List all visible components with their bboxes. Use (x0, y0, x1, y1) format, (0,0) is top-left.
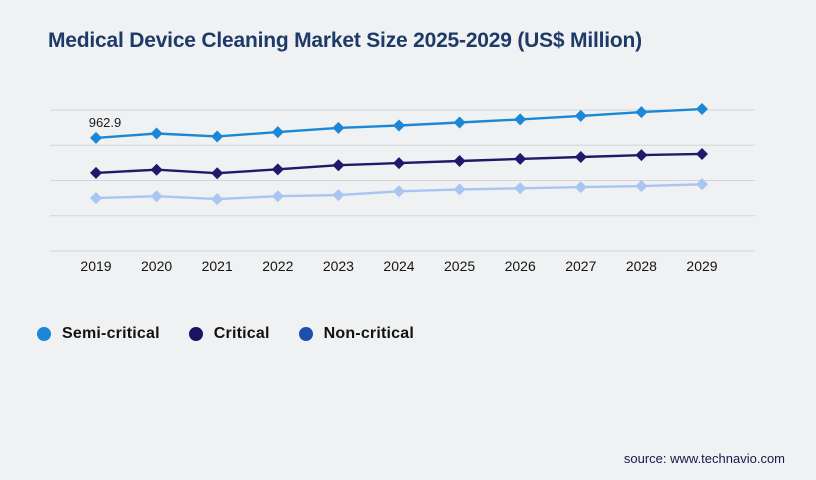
data-point-marker[interactable] (696, 103, 708, 116)
data-point-label: 962.9 (89, 115, 122, 130)
x-axis-label: 2022 (262, 258, 293, 274)
line-chart: 2019 2020 2021 2022 2023 2024 2025 2026 2027 2028… (50, 103, 755, 274)
data-point-marker[interactable] (332, 121, 345, 134)
data-point-marker[interactable] (696, 147, 708, 160)
data-point-marker[interactable] (393, 157, 405, 170)
legend-item-semi-critical[interactable]: Semi-critical (37, 325, 160, 343)
legend-label: Critical (213, 325, 270, 342)
data-point-marker[interactable] (635, 149, 648, 162)
data-point-marker[interactable] (271, 126, 284, 139)
data-point-marker[interactable] (453, 183, 466, 196)
data-point-marker[interactable] (90, 192, 102, 205)
x-axis-label: 2026 (505, 258, 536, 274)
data-point-marker[interactable] (514, 182, 527, 195)
data-point-marker[interactable] (271, 190, 284, 203)
data-point-marker[interactable] (90, 166, 102, 179)
x-axis-label: 2020 (141, 258, 172, 274)
data-point-marker[interactable] (574, 151, 587, 163)
data-point-marker[interactable] (150, 127, 163, 140)
legend-marker-icon (298, 327, 313, 341)
data-point-marker[interactable] (453, 154, 466, 167)
data-point-marker[interactable] (150, 190, 163, 203)
legend-item-critical[interactable]: Critical (188, 325, 270, 343)
data-point-marker[interactable] (514, 113, 527, 126)
data-point-marker[interactable] (635, 106, 648, 119)
x-axis-label: 2023 (323, 258, 354, 274)
x-axis-label: 2027 (565, 258, 596, 274)
data-point-marker[interactable] (332, 159, 345, 172)
data-point-marker[interactable] (393, 119, 405, 132)
x-axis-label: 2024 (383, 258, 414, 274)
legend-label: Semi-critical (62, 325, 160, 342)
legend-label: Non-critical (323, 325, 415, 342)
data-point-marker[interactable] (211, 130, 224, 143)
data-point-marker[interactable] (211, 193, 224, 206)
page-title: Medical Device Cleaning Market Size 2025… (48, 29, 642, 52)
legend-marker-icon (188, 327, 203, 341)
data-point-marker[interactable] (696, 178, 708, 191)
data-point-marker[interactable] (453, 116, 466, 129)
data-point-marker[interactable] (514, 152, 527, 165)
data-point-marker[interactable] (635, 180, 648, 193)
x-axis-label: 2019 (80, 258, 111, 274)
x-axis-label: 2028 (626, 258, 657, 274)
data-point-marker[interactable] (332, 189, 345, 202)
data-point-marker[interactable] (90, 131, 102, 144)
x-axis-label: 2029 (686, 258, 717, 274)
chart-legend: Semi-critical Critical Non-critical (37, 325, 443, 343)
data-point-marker[interactable] (271, 163, 284, 176)
x-axis-label: 2025 (444, 258, 475, 274)
data-point-marker[interactable] (150, 163, 163, 176)
source-attribution: source: www.technavio.com (623, 451, 785, 466)
x-axis-label: 2021 (202, 258, 233, 274)
data-point-marker[interactable] (574, 109, 587, 122)
data-point-marker[interactable] (211, 167, 224, 180)
legend-marker-icon (37, 327, 51, 341)
data-point-marker[interactable] (393, 185, 405, 198)
data-point-marker[interactable] (574, 181, 587, 194)
legend-item-non-critical[interactable]: Non-critical (298, 325, 415, 343)
